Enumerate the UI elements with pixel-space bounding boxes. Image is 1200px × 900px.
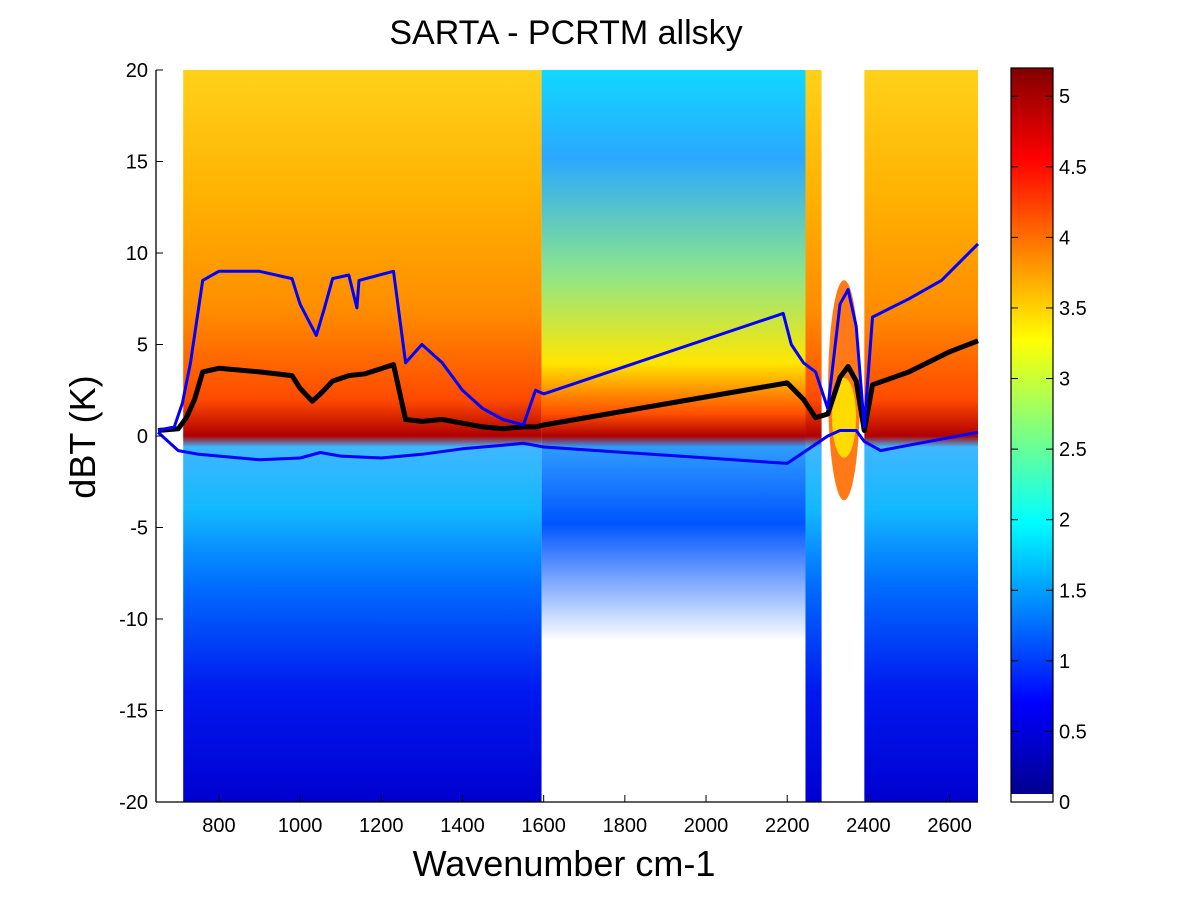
y-tick-label: 0 <box>137 426 148 448</box>
colorbar <box>1011 68 1053 794</box>
y-tick-label: -10 <box>119 609 148 631</box>
series-line-1 <box>157 338 979 433</box>
colorbar-tick-label: 0.5 <box>1059 721 1087 743</box>
colorbar-tick-label: 5 <box>1059 86 1070 108</box>
x-tick-label: 2000 <box>684 815 729 837</box>
y-axis-label: dBT (K) <box>62 375 103 498</box>
series-line-3 <box>156 429 979 465</box>
x-axis-label: Wavenumber cm-1 <box>413 843 716 884</box>
colorbar-tick-label: 4 <box>1059 227 1070 249</box>
x-tick-label: 2400 <box>846 815 891 837</box>
heatmap-region-window <box>183 70 542 802</box>
heatmap-region-water-band <box>541 70 806 802</box>
heatmap-co2-lobe-core <box>832 377 857 458</box>
colorbar-bottom <box>1011 794 1053 802</box>
x-tick-label: 1400 <box>440 815 485 837</box>
y-tick-label: 10 <box>126 243 148 265</box>
colorbar-tick-label: 4.5 <box>1059 157 1087 179</box>
chart-title: SARTA - PCRTM allsky <box>389 14 742 52</box>
heatmap-region-band-edge <box>805 70 822 802</box>
x-tick-label: 1200 <box>359 815 404 837</box>
colorbar-tick-label: 2.5 <box>1059 439 1087 461</box>
colorbar-tick-label: 2 <box>1059 510 1070 532</box>
y-ticks: -20 -15 -10 -5 0 5 10 15 20 <box>119 60 163 814</box>
y-tick-label: 15 <box>126 152 148 174</box>
x-tick-label: 2600 <box>927 815 972 837</box>
colorbar-tick-label: 3 <box>1059 369 1070 391</box>
colorbar-frame <box>1010 67 1054 803</box>
y-tick-label: -5 <box>130 518 148 540</box>
x-tick-label: 1000 <box>278 815 323 837</box>
y-tick-label: 20 <box>126 60 148 82</box>
y-tick-label: 5 <box>137 335 148 357</box>
x-tick-label: 1800 <box>603 815 648 837</box>
x-tick-label: 2200 <box>765 815 810 837</box>
x-ticks: 800 1000 1200 1400 1600 1800 2000 2200 2400 2600 <box>202 795 972 837</box>
x-tick-label: 800 <box>202 815 235 837</box>
series-layer <box>156 242 980 465</box>
series-line-2 <box>157 242 980 432</box>
y-tick-label: -15 <box>119 701 148 723</box>
plot-area <box>156 70 978 802</box>
colorbar-ticks: 0 0.5 1 1.5 2 2.5 3 3.5 4 4.5 5 <box>1011 86 1087 814</box>
y-tick-label: -20 <box>119 792 148 814</box>
colorbar-tick-label: 1.5 <box>1059 580 1087 602</box>
colorbar-tick-label: 0 <box>1059 792 1070 814</box>
x-tick-label: 1600 <box>521 815 566 837</box>
colorbar-tick-label: 3.5 <box>1059 298 1087 320</box>
colorbar-tick-label: 1 <box>1059 651 1070 673</box>
